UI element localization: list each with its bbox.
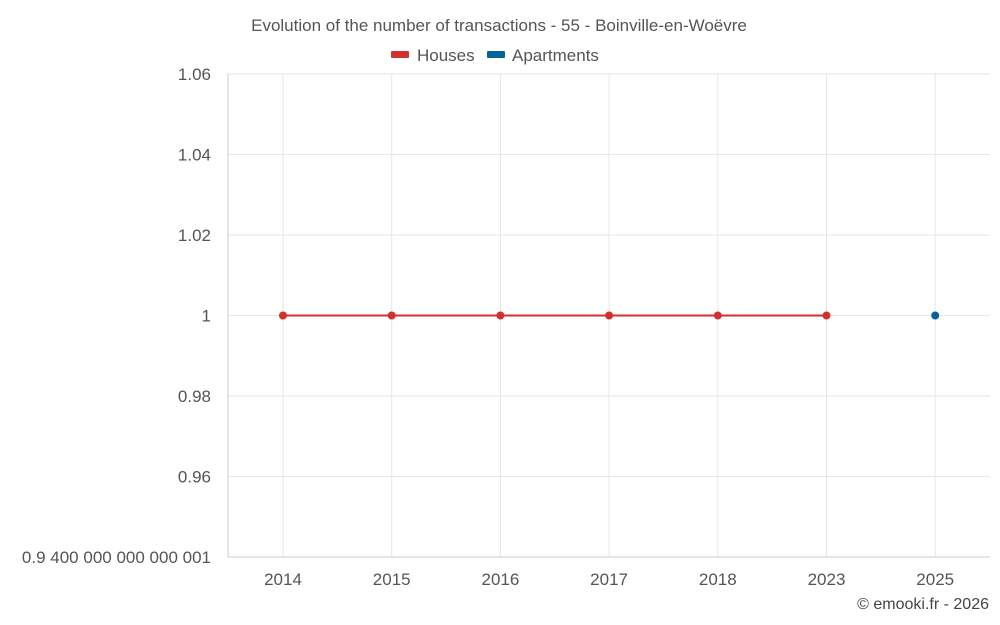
x-tick-label: 2017 bbox=[590, 570, 628, 589]
apartments-point[interactable] bbox=[931, 311, 940, 320]
x-tick-label: 2018 bbox=[699, 570, 737, 589]
series bbox=[279, 311, 940, 320]
y-tick-label: 1.02 bbox=[178, 226, 211, 245]
x-tick-label: 2023 bbox=[808, 570, 846, 589]
y-tick-label: 1 bbox=[202, 307, 211, 326]
legend-apartments-swatch bbox=[487, 51, 505, 58]
y-tick-label: 1.06 bbox=[178, 65, 211, 84]
x-tick-label: 2015 bbox=[373, 570, 411, 589]
y-tick-label: 0.96 bbox=[178, 468, 211, 487]
y-tick-label: 0.98 bbox=[178, 387, 211, 406]
x-tick-label: 2025 bbox=[916, 570, 954, 589]
legend-item-apartments[interactable]: Apartments bbox=[487, 46, 599, 65]
y-tick-label: 0.9 400 000 000 000 001 bbox=[22, 548, 211, 567]
legend-item-houses[interactable]: Houses bbox=[391, 46, 475, 65]
x-tick-label: 2016 bbox=[481, 570, 519, 589]
y-tick-label: 1.04 bbox=[178, 146, 211, 165]
houses-point[interactable] bbox=[387, 311, 396, 320]
x-tick-label: 2014 bbox=[264, 570, 302, 589]
credit-text: © emooki.fr - 2026 bbox=[857, 596, 989, 613]
y-axis-labels: 0.9 400 000 000 000 001 0.96 0.98 1 1.02 1.04… bbox=[22, 65, 211, 567]
chart-title: Evolution of the number of transactions … bbox=[251, 16, 747, 35]
axes bbox=[227, 74, 990, 558]
houses-point[interactable] bbox=[713, 311, 722, 320]
legend-houses-label: Houses bbox=[417, 46, 475, 65]
x-axis-labels: 2014 2015 2016 2017 2018 2023 2025 bbox=[264, 570, 954, 589]
houses-point[interactable] bbox=[605, 311, 614, 320]
houses-point[interactable] bbox=[496, 311, 505, 320]
legend: Houses Apartments bbox=[391, 46, 599, 65]
houses-point[interactable] bbox=[279, 311, 287, 320]
houses-point[interactable] bbox=[822, 311, 831, 320]
legend-apartments-label: Apartments bbox=[512, 46, 599, 65]
legend-houses-swatch bbox=[391, 51, 409, 58]
